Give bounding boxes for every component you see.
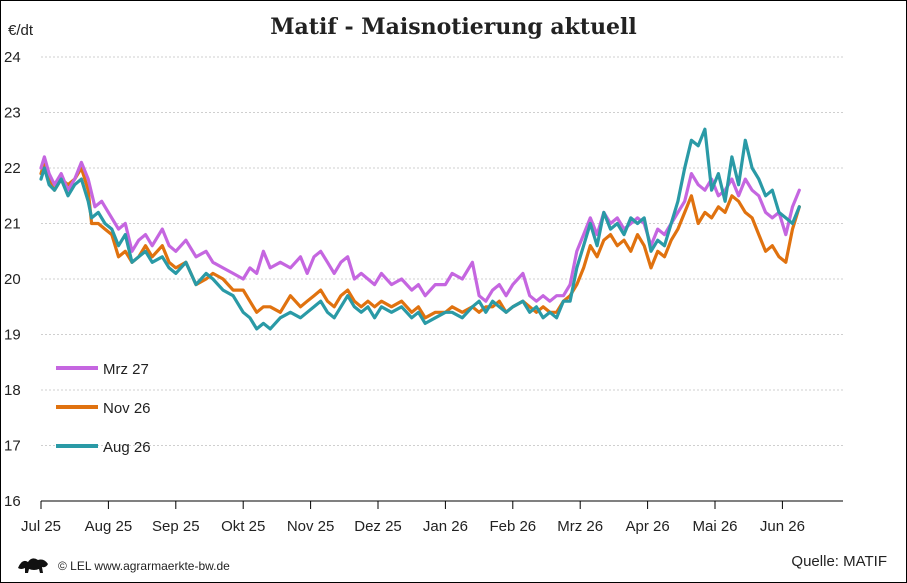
- x-tick-label: Jul 25: [21, 518, 61, 535]
- y-tick-label: 23: [4, 105, 21, 122]
- y-axis-ticks: 16 17 18 19 20 21 22 23 24: [4, 49, 21, 510]
- legend-label: Mrz 27: [103, 361, 149, 378]
- x-tick-label: Dez 25: [354, 518, 402, 535]
- x-tick-label: Mai 26: [692, 518, 737, 535]
- y-tick-label: 18: [4, 382, 21, 399]
- x-tick-label: Okt 25: [221, 518, 265, 535]
- legend: Mrz 27 Nov 26 Aug 26: [56, 361, 151, 456]
- y-tick-label: 20: [4, 271, 21, 288]
- legend-label: Aug 26: [103, 439, 151, 456]
- chart-title: Matif - Maisnotierung aktuell: [270, 14, 637, 40]
- x-tick-label: Nov 25: [287, 518, 335, 535]
- y-tick-label: 24: [4, 49, 21, 66]
- copyright-text: © LEL www.agrarmaerkte-bw.de: [58, 559, 230, 573]
- gridlines: [41, 56, 843, 446]
- x-tick-label: Sep 25: [152, 518, 200, 535]
- series-line-mrz-27: [39, 155, 801, 303]
- y-tick-label: 22: [4, 160, 21, 177]
- y-tick-label: 16: [4, 493, 21, 510]
- x-tick-label: Feb 26: [489, 518, 536, 535]
- y-tick-label: 19: [4, 327, 21, 344]
- x-tick-label: Aug 25: [85, 518, 133, 535]
- series-lines: [39, 127, 801, 331]
- y-axis-unit-label: €/dt: [8, 22, 34, 39]
- y-tick-label: 21: [4, 216, 21, 233]
- legend-label: Nov 26: [103, 400, 151, 417]
- series-line-nov-26: [39, 160, 801, 320]
- x-tick-label: Jan 26: [423, 518, 468, 535]
- x-tick-label: Mrz 26: [557, 518, 603, 535]
- x-axis: Jul 25 Aug 25 Sep 25 Okt 25 Nov 25 Dez 25 Jan …: [21, 500, 843, 535]
- source-text: Quelle: MATIF: [791, 553, 887, 570]
- series-line-aug-26: [39, 127, 801, 331]
- x-tick-label: Jun 26: [760, 518, 805, 535]
- x-tick-label: Apr 26: [625, 518, 669, 535]
- lion-logo-icon: [16, 554, 52, 581]
- y-tick-label: 17: [4, 438, 21, 455]
